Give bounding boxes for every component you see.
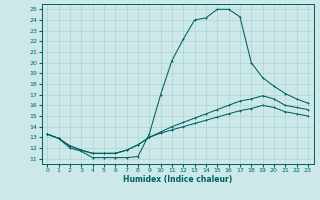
X-axis label: Humidex (Indice chaleur): Humidex (Indice chaleur) bbox=[123, 175, 232, 184]
